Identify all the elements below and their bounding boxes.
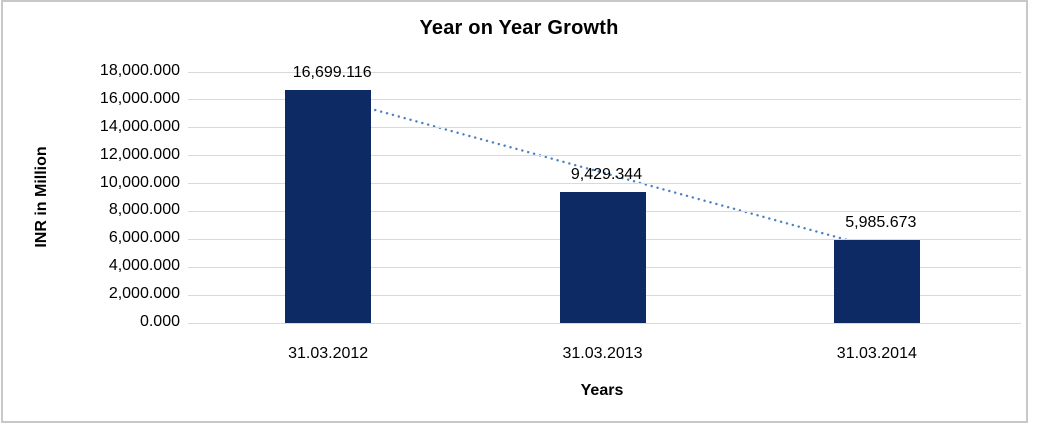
y-tick-label: 8,000.000: [108, 201, 180, 219]
y-tick-label: 4,000.000: [108, 257, 180, 275]
bar-value-label: 16,699.116: [292, 64, 372, 82]
bar: [559, 191, 646, 323]
x-category-label: 31.03.2014: [836, 345, 917, 362]
x-category-label: 31.03.2013: [562, 345, 643, 362]
y-tick-label: 16,000.000: [99, 89, 180, 107]
x-category-label: 31.03.2012: [288, 345, 369, 362]
bar: [833, 239, 920, 323]
y-tick-label: 12,000.000: [99, 145, 180, 163]
gridline: [188, 71, 1021, 73]
gridline: [188, 155, 1021, 157]
chart-title: Year on Year Growth: [419, 17, 619, 39]
y-tick-label: 2,000.000: [108, 285, 180, 303]
y-tick-label: 18,000.000: [99, 62, 180, 79]
gridline: [188, 183, 1021, 185]
x-axis-title: Years: [580, 382, 624, 399]
gridline: [188, 99, 1021, 101]
y-tick-label: 10,000.000: [99, 173, 180, 191]
bar: [285, 90, 372, 323]
y-tick-label: 14,000.000: [99, 117, 180, 135]
y-tick-label: 6,000.000: [108, 229, 180, 247]
bar-value-label: 5,985.673: [845, 213, 917, 231]
y-tick-label: 0.000: [139, 313, 180, 330]
bar-value-label: 9,429.344: [570, 165, 643, 183]
gridline: [188, 127, 1021, 129]
gridline: [188, 322, 1021, 324]
